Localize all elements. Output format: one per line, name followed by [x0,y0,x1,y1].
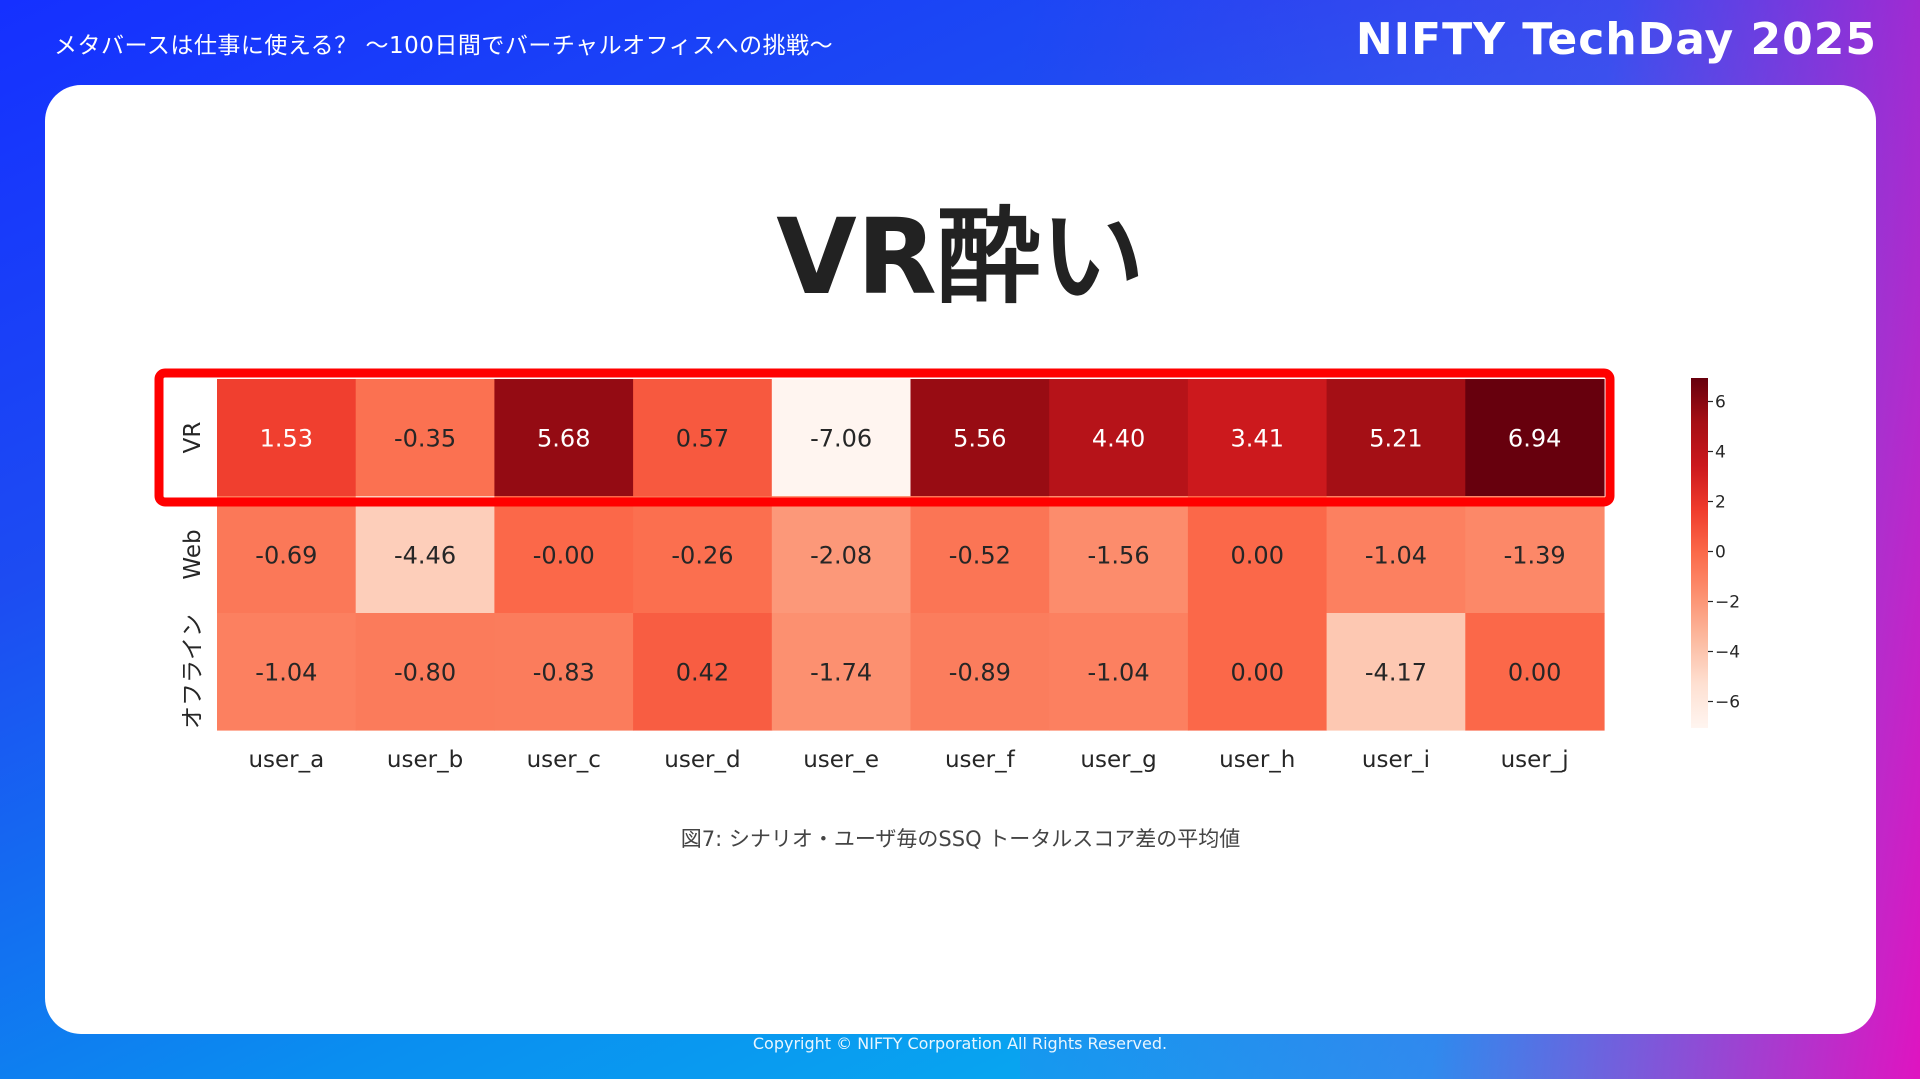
heatmap-cell [1465,496,1605,614]
cell-value-label: -0.89 [949,659,1011,687]
cell-value-label: 0.00 [1231,542,1284,570]
heatmap-cell [1187,496,1328,614]
cell-value-label: -0.80 [394,659,456,687]
heatmap-cell [910,379,1050,497]
colorbar-tick-label: −2 [1715,593,1740,613]
heatmap-cell [1326,613,1466,731]
heatmap-cell [217,379,357,497]
column-tick-label: user_h [1219,747,1295,773]
cell-value-label: -0.00 [533,542,595,570]
column-tick-label: user_g [1080,747,1156,773]
cell-value-label: 5.68 [537,425,590,453]
heatmap-cell [771,613,912,731]
heatmap-cell [494,496,634,614]
heatmap-chart: 1.53 -0.35 5.68 0.57 -7.06 5.56 4.40 3.41 5.21 6.… [154,368,1740,773]
heatmap-cell [355,379,495,497]
cell-value-label: 5.56 [953,425,1006,453]
heatmap-cell [771,496,912,614]
heatmap-cell [355,496,495,614]
cell-value-label: -1.39 [1504,542,1566,570]
row-tick-label: Web [180,529,206,579]
highlight-box [154,368,1615,507]
column-tick-label: user_f [945,747,1016,773]
slide-title: VR酔い [776,196,1145,318]
heatmap-cell [633,613,773,731]
heatmap-cell [494,613,634,731]
heatmap-cell [1049,496,1189,614]
cell-value-label: -1.04 [255,659,317,687]
row-tick-label: オフライン [180,614,206,729]
cell-value-label: -0.52 [949,542,1011,570]
cell-value-label: -1.04 [1365,542,1427,570]
heatmap-cell [217,496,357,614]
column-tick-label: user_d [664,747,740,773]
colorbar [1691,378,1708,728]
cell-value-label: -1.74 [810,659,872,687]
heatmap-cell [1326,379,1466,497]
column-tick-label: user_e [803,747,879,773]
heatmap-cell [633,496,773,614]
cell-value-label: -0.83 [533,659,595,687]
heatmap-cell [910,496,1050,614]
cell-value-label: -0.69 [255,542,317,570]
cell-value-label: -1.04 [1087,659,1149,687]
column-tick-label: user_j [1501,747,1569,773]
cell-value-label: 5.21 [1369,425,1422,453]
column-tick-label: user_b [387,747,463,773]
copyright-footer: Copyright © NIFTY Corporation All Rights… [752,1034,1168,1053]
colorbar-tick-label: 4 [1715,443,1726,463]
colorbar-tick-label: 0 [1715,543,1726,563]
heatmap-cell [1326,496,1466,614]
brand-logo: NIFTY TechDay 2025 [1355,14,1877,65]
heatmap-cell [1049,613,1189,731]
session-title: メタバースは仕事に使える？ 〜100日間でバーチャルオフィスへの挑戦〜 [54,33,834,59]
cell-value-label: 4.40 [1092,425,1145,453]
heatmap-cell [771,379,912,497]
cell-value-label: -7.06 [810,425,872,453]
heatmap-cell [355,613,495,731]
column-tick-label: user_a [248,747,324,773]
cell-value-label: -4.46 [394,542,456,570]
heatmap-cell [1465,379,1605,497]
heatmap-cell [1465,613,1605,731]
cell-value-label: -4.17 [1365,659,1427,687]
colorbar-tick-label: 2 [1715,493,1726,513]
cell-value-label: -1.56 [1087,542,1149,570]
heatmap-cell [217,613,357,731]
column-tick-label: user_c [527,747,601,773]
cell-value-label: 6.94 [1508,425,1561,453]
cell-value-label: 0.00 [1231,659,1284,687]
column-tick-label: user_i [1362,747,1430,773]
heatmap-cell [633,379,773,497]
heatmap-cell [1187,379,1328,497]
cell-value-label: -0.26 [671,542,733,570]
cell-value-label: 1.53 [260,425,313,453]
cell-value-label: 3.41 [1231,425,1284,453]
heatmap-cell [910,613,1050,731]
cell-value-label: -2.08 [810,542,872,570]
cell-value-label: 0.42 [676,659,729,687]
colorbar-tick-label: 6 [1715,393,1726,413]
row-tick-label: VR [180,422,206,454]
colorbar-tick-label: −4 [1715,643,1740,663]
cell-value-label: -0.35 [394,425,456,453]
figure-caption: 図7: シナリオ・ユーザ毎のSSQ トータルスコア差の平均値 [680,827,1241,851]
heatmap-cell [494,379,634,497]
cell-value-label: 0.57 [676,425,729,453]
heatmap-cell [1187,613,1328,731]
heatmap-cell [1049,379,1189,497]
cell-value-label: 0.00 [1508,659,1561,687]
colorbar-tick-label: −6 [1715,693,1740,713]
